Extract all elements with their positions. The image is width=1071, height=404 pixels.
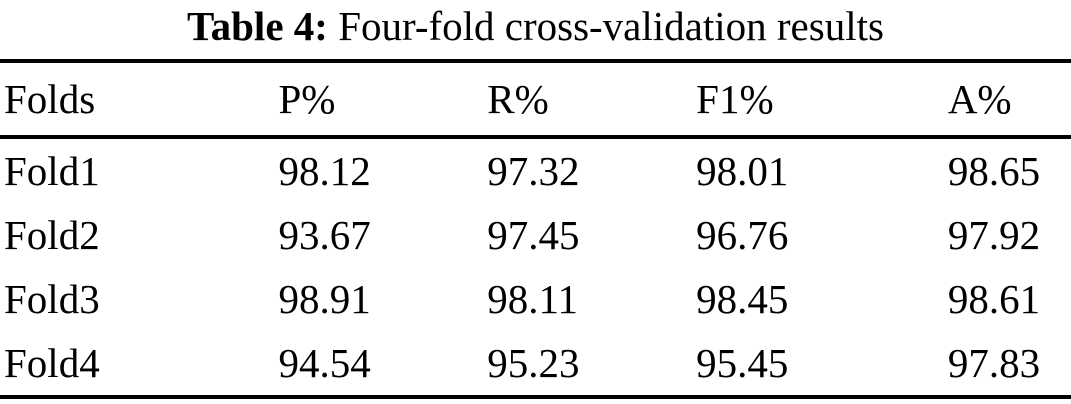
table-row: Fold3 98.91 98.11 98.45 98.61 (0, 267, 1071, 331)
value-cell: 97.45 (487, 212, 580, 259)
table-header-row: Folds P% R% F1% A% (0, 59, 1071, 140)
value-cell: 93.67 (278, 212, 371, 259)
value-cell: 98.01 (696, 148, 789, 195)
value-cell: 95.23 (487, 331, 697, 400)
table-caption: Table 4: Four-fold cross-validation resu… (0, 0, 1071, 59)
column-header-accuracy: A% (947, 59, 1071, 140)
value-cell: 98.12 (278, 148, 371, 195)
value-cell: 98.65 (947, 148, 1041, 195)
value-cell: 98.45 (696, 276, 789, 323)
table-row: Fold4 94.54 95.23 95.45 97.83 (0, 331, 1071, 400)
column-header-recall: R% (487, 59, 697, 140)
table-header: Folds P% R% F1% A% (0, 59, 1071, 140)
value-cell: 94.54 (278, 331, 488, 400)
fold-label-cell: Fold2 (4, 212, 100, 259)
table-body: Fold1 98.12 97.32 98.01 98.65 Fold2 93.67 97.45… (0, 137, 1071, 400)
value-cell: 98.91 (278, 276, 371, 323)
value-cell: 97.83 (947, 331, 1071, 400)
column-header-precision: P% (278, 59, 488, 140)
table-caption-label: Table 4: (187, 3, 328, 49)
table-row: Fold2 93.67 97.45 96.76 97.92 (0, 203, 1071, 267)
fold-label-cell: Fold4 (0, 331, 279, 400)
table-caption-text: Four-fold cross-validation results (338, 3, 884, 49)
value-cell: 97.32 (487, 148, 580, 195)
value-cell: 95.45 (696, 331, 948, 400)
value-cell: 98.11 (487, 276, 579, 323)
column-header-folds: Folds (0, 59, 279, 140)
value-cell: 98.61 (947, 276, 1041, 323)
column-header-f1: F1% (696, 59, 948, 140)
fold-label-cell: Fold3 (4, 276, 100, 323)
table-row: Fold1 98.12 97.32 98.01 98.65 (0, 137, 1071, 203)
value-cell: 97.92 (947, 212, 1041, 259)
value-cell: 96.76 (696, 212, 789, 259)
cross-validation-table: Folds P% R% F1% A% Fold1 98.12 97.32 98.01 9… (0, 59, 1071, 400)
fold-label-cell: Fold1 (4, 148, 100, 195)
